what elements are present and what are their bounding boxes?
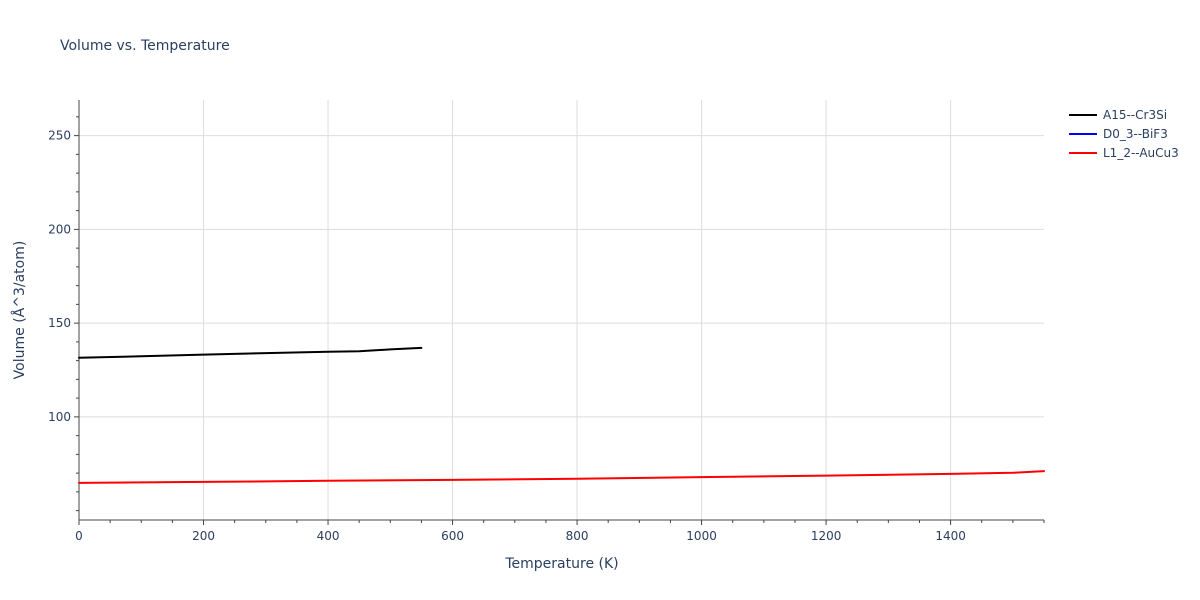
y-tick-label: 150 — [48, 316, 71, 330]
legend-label-2: L1_2--AuCu3 — [1103, 146, 1179, 160]
x-tick-label: 1200 — [811, 529, 842, 543]
x-axis-title: Temperature (K) — [504, 556, 618, 572]
series-line-2 — [78, 470, 1045, 484]
y-axis-title: Volume (Å^3/atom) — [11, 241, 28, 380]
series-line-0 — [78, 346, 423, 359]
series-layer — [78, 346, 1045, 484]
x-tick-label: 1000 — [686, 529, 717, 543]
y-tick-label: 200 — [48, 222, 71, 236]
x-tick-label: 200 — [192, 529, 215, 543]
x-tick-label: 600 — [441, 529, 464, 543]
x-tick-label: 1400 — [935, 529, 966, 543]
x-tick-label: 0 — [75, 529, 83, 543]
y-tick-label: 100 — [48, 410, 71, 424]
y-tick-label: 250 — [48, 129, 71, 143]
x-tick-label: 800 — [566, 529, 589, 543]
legend-label-0: A15--Cr3Si — [1103, 108, 1167, 122]
legend-label-1: D0_3--BiF3 — [1103, 127, 1168, 141]
x-tick-label: 400 — [317, 529, 340, 543]
chart-title: Volume vs. Temperature — [60, 38, 230, 54]
axes: 100 150 200 250 0 200 400 600 800 1000 1200 1400 — [48, 100, 1045, 543]
legend: A15--Cr3Si D0_3--BiF3 L1_2--AuCu3 — [1069, 108, 1179, 160]
grid — [79, 100, 1044, 520]
